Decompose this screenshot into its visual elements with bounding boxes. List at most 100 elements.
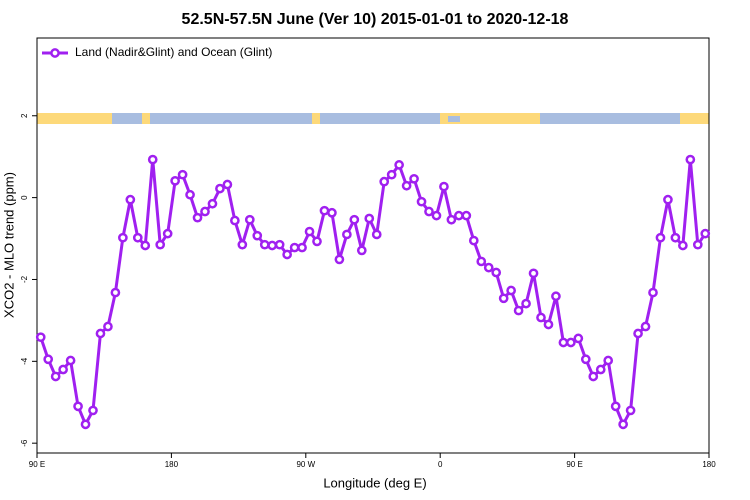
point xyxy=(640,321,651,332)
point xyxy=(364,213,375,224)
point xyxy=(461,210,472,221)
point xyxy=(222,179,233,190)
point xyxy=(603,355,614,366)
point xyxy=(58,364,68,375)
point xyxy=(274,239,285,250)
x-tick-label: 180 xyxy=(702,460,716,469)
point xyxy=(88,405,98,416)
point xyxy=(558,337,569,348)
point xyxy=(633,328,643,339)
point xyxy=(670,232,681,243)
point xyxy=(304,226,315,237)
x-tick-label: 180 xyxy=(165,460,179,469)
point xyxy=(454,210,464,221)
land-ocean-strip xyxy=(37,113,709,124)
point xyxy=(319,205,330,216)
legend-label: Land (Nadir&Glint) and Ocean (Glint) xyxy=(75,45,272,59)
point xyxy=(215,183,225,194)
y-axis-label: XCO2 - MLO trend (ppm) xyxy=(1,172,16,318)
point xyxy=(551,291,561,302)
x-tick-label: 0 xyxy=(438,460,443,469)
x-tick-label: 90 E xyxy=(29,460,45,469)
point xyxy=(521,298,531,309)
point xyxy=(162,228,173,239)
point xyxy=(65,355,76,366)
point xyxy=(267,240,278,251)
point xyxy=(573,333,584,344)
point xyxy=(43,354,54,365)
point xyxy=(349,214,360,225)
point xyxy=(192,212,203,223)
point xyxy=(663,194,673,205)
point xyxy=(610,401,621,412)
point xyxy=(566,337,576,348)
point xyxy=(476,256,487,267)
point xyxy=(207,198,218,209)
point xyxy=(334,254,345,265)
y-tick-label: 2 xyxy=(20,113,29,118)
point xyxy=(439,181,449,192)
point xyxy=(125,194,136,205)
point xyxy=(618,419,628,430)
point xyxy=(140,240,151,251)
point xyxy=(401,180,412,191)
point xyxy=(506,285,516,296)
point xyxy=(312,236,322,247)
x-tick-label: 90 W xyxy=(296,460,315,469)
point xyxy=(110,287,121,298)
point xyxy=(356,245,367,256)
point xyxy=(692,239,703,250)
point xyxy=(147,154,158,165)
point xyxy=(700,228,711,239)
point xyxy=(655,232,666,243)
point xyxy=(342,229,352,240)
point xyxy=(289,242,300,253)
point xyxy=(483,262,494,273)
point xyxy=(237,239,248,250)
point xyxy=(282,249,292,260)
y-tick-label: -4 xyxy=(20,357,29,365)
point xyxy=(416,196,427,207)
point xyxy=(155,239,166,250)
point xyxy=(95,328,106,339)
point xyxy=(73,401,83,412)
point xyxy=(625,405,636,416)
point xyxy=(371,229,382,240)
point xyxy=(252,230,263,241)
point xyxy=(595,364,606,375)
point xyxy=(513,305,524,316)
point xyxy=(200,206,210,217)
point xyxy=(431,210,442,221)
point xyxy=(580,354,591,365)
point xyxy=(386,169,397,180)
point xyxy=(446,214,457,225)
point xyxy=(498,293,509,304)
point xyxy=(468,235,479,246)
point xyxy=(259,239,270,250)
point xyxy=(177,169,188,180)
legend: Land (Nadir&Glint) and Ocean (Glint) xyxy=(42,45,272,59)
point xyxy=(132,232,143,243)
point xyxy=(327,207,337,218)
point xyxy=(685,154,696,165)
series-line xyxy=(39,159,707,428)
point xyxy=(244,214,255,225)
plot-frame xyxy=(36,37,710,454)
y-tick-label: -6 xyxy=(20,439,29,447)
point xyxy=(424,206,434,217)
x-tick-label: 90 E xyxy=(566,460,582,469)
point xyxy=(118,232,128,243)
point xyxy=(648,287,658,298)
point xyxy=(230,215,240,226)
point xyxy=(379,176,390,187)
y-tick-label: 0 xyxy=(20,195,29,200)
chart-title: 52.5N-57.5N June (Ver 10) 2015-01-01 to … xyxy=(182,11,569,28)
point xyxy=(185,189,195,200)
point xyxy=(394,160,404,170)
legend-marker xyxy=(50,48,60,58)
point xyxy=(588,371,599,382)
point xyxy=(409,173,419,184)
point xyxy=(103,321,113,332)
y-tick-label: -2 xyxy=(20,275,29,283)
